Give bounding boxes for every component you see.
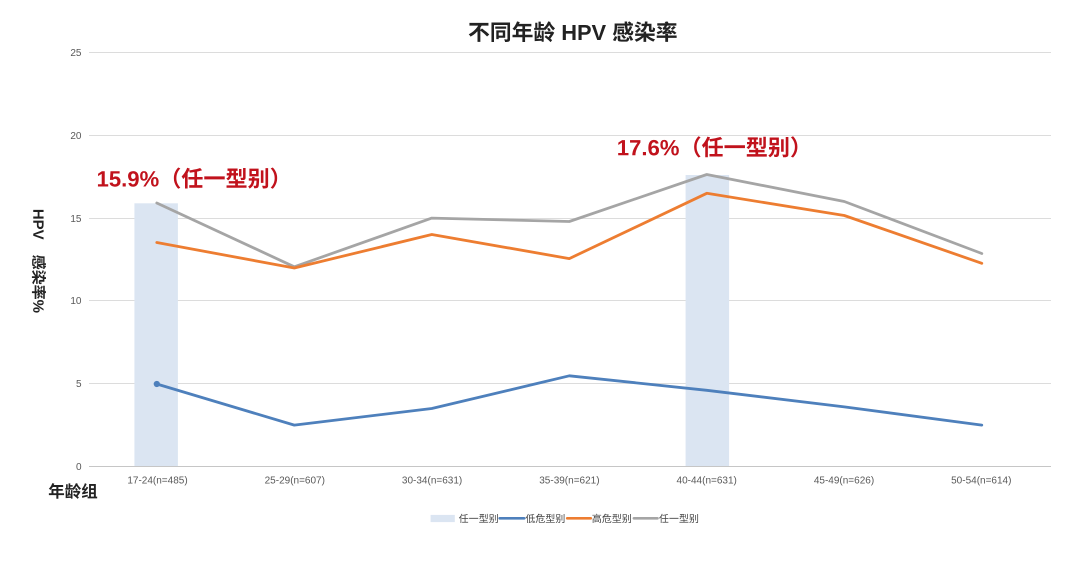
- svg-text:20: 20: [70, 131, 82, 142]
- svg-text:25-29(n=607): 25-29(n=607): [265, 475, 325, 486]
- svg-text:17-24(n=485): 17-24(n=485): [127, 475, 187, 486]
- svg-text:0: 0: [76, 462, 82, 473]
- svg-text:10: 10: [70, 296, 82, 307]
- svg-text:45-49(n=626): 45-49(n=626): [814, 475, 874, 486]
- svg-text:35-39(n=621): 35-39(n=621): [539, 475, 599, 486]
- svg-text:5: 5: [76, 379, 82, 390]
- svg-text:15: 15: [70, 214, 82, 225]
- svg-text:25: 25: [70, 48, 82, 59]
- svg-text:30-34(n=631): 30-34(n=631): [402, 475, 462, 486]
- svg-text:40-44(n=631): 40-44(n=631): [677, 475, 737, 486]
- svg-text:50-54(n=614): 50-54(n=614): [951, 475, 1011, 486]
